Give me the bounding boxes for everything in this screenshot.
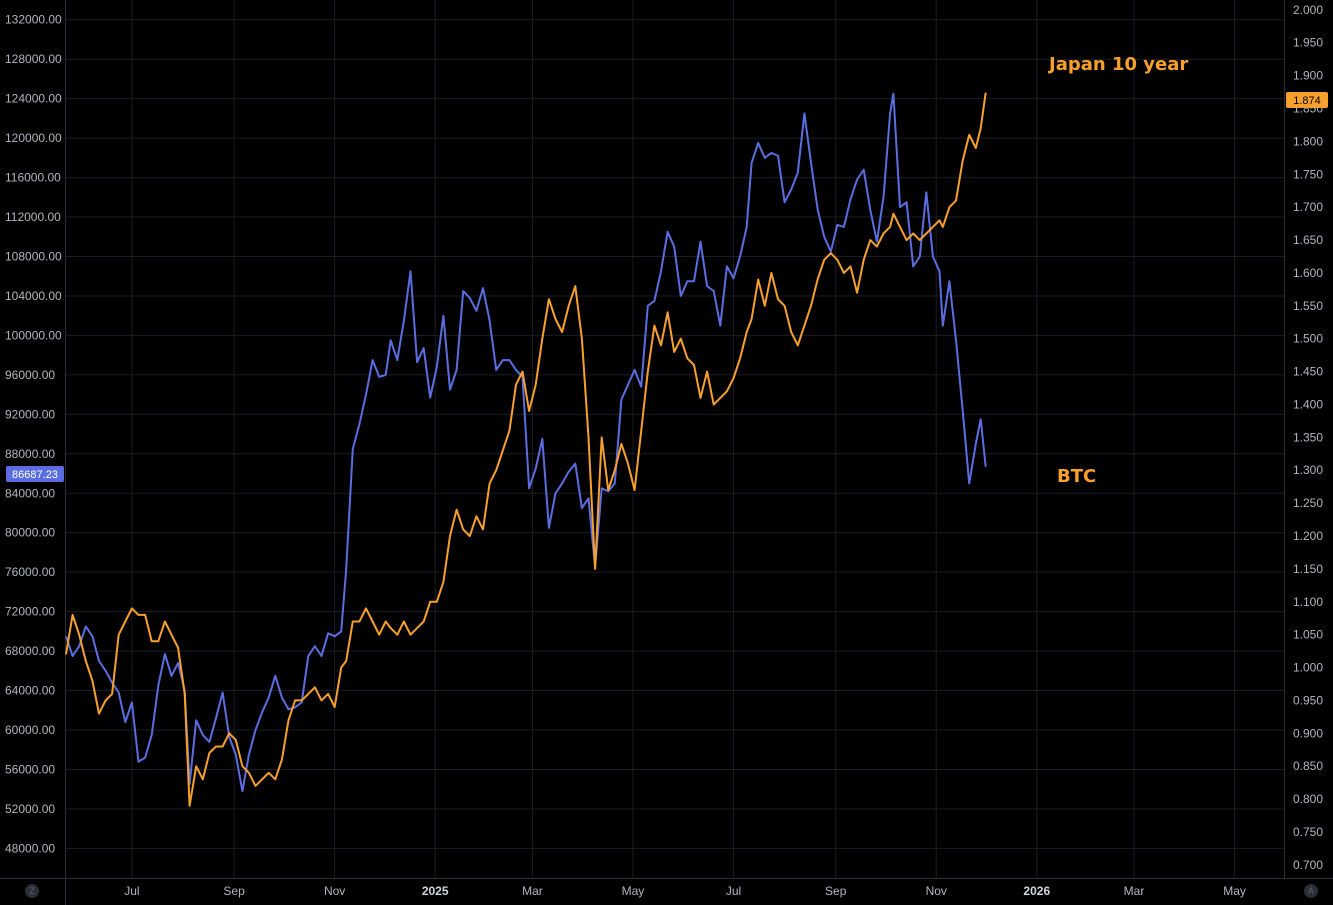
left-tick-label: 108000.00: [5, 249, 62, 263]
right-tick-label: 1.600: [1293, 266, 1323, 280]
right-tick-label: 1.150: [1293, 562, 1323, 576]
jgb-last-value-label: 1.874: [1293, 95, 1321, 107]
scale-mode-button-left[interactable]: Z: [25, 884, 39, 898]
right-tick-label: 1.400: [1293, 397, 1323, 411]
right-tick-label: 1.350: [1293, 430, 1323, 444]
right-tick-label: 2.000: [1293, 3, 1323, 17]
auto-scale-label: A: [1308, 886, 1314, 896]
x-tick-label: Jul: [124, 884, 139, 898]
x-tick-label: May: [1223, 884, 1246, 898]
annotation-btc: BTC: [1057, 466, 1096, 487]
left-tick-label: 96000.00: [5, 368, 55, 382]
x-tick-label: Mar: [522, 884, 543, 898]
auto-scale-button[interactable]: A: [1304, 884, 1318, 898]
right-tick-label: 1.050: [1293, 628, 1323, 642]
right-tick-label: 1.000: [1293, 661, 1323, 675]
x-tick-label: Mar: [1124, 884, 1145, 898]
right-tick-label: 1.200: [1293, 529, 1323, 543]
left-tick-label: 112000.00: [5, 210, 61, 224]
right-tick-label: 1.650: [1293, 233, 1323, 247]
left-tick-label: 100000.00: [5, 328, 62, 342]
right-tick-label: 1.750: [1293, 167, 1323, 181]
left-tick-label: 60000.00: [5, 723, 55, 737]
left-tick-label: 120000.00: [5, 131, 62, 145]
x-tick-label: Nov: [926, 884, 947, 898]
right-tick-label: 1.300: [1293, 463, 1323, 477]
left-tick-label: 72000.00: [5, 605, 55, 619]
right-tick-label: 0.700: [1293, 858, 1323, 872]
series-layer: [65, 92, 987, 807]
btc-last-value-label: 86687.23: [12, 469, 58, 481]
left-tick-label: 76000.00: [5, 565, 55, 579]
left-tick-label: 92000.00: [5, 407, 55, 421]
right-tick-label: 0.850: [1293, 759, 1323, 773]
left-tick-label: 48000.00: [5, 841, 55, 855]
grid: [66, 0, 1284, 878]
right-tick-label: 1.800: [1293, 134, 1323, 148]
left-tick-label: 132000.00: [5, 13, 62, 27]
japan-10-year-series-line[interactable]: [65, 92, 987, 807]
left-tick-label: 68000.00: [5, 644, 55, 658]
jgb-last-value-badge: 1.874: [1286, 92, 1328, 108]
left-axis[interactable]: 132000.00 128000.00 124000.00 120000.00 1160…: [5, 13, 62, 856]
left-tick-label: 128000.00: [5, 52, 62, 66]
right-tick-label: 1.250: [1293, 496, 1323, 510]
right-tick-label: 1.500: [1293, 332, 1323, 346]
right-tick-label: 1.900: [1293, 69, 1323, 83]
left-tick-label: 52000.00: [5, 802, 55, 816]
left-tick-label: 84000.00: [5, 486, 55, 500]
left-tick-label: 80000.00: [5, 526, 55, 540]
right-tick-label: 1.550: [1293, 299, 1323, 313]
right-tick-label: 1.950: [1293, 36, 1323, 50]
annotation-japan-10-year: Japan 10 year: [1047, 54, 1188, 75]
right-tick-label: 0.950: [1293, 693, 1323, 707]
x-tick-label: 2025: [422, 884, 449, 898]
time-axis[interactable]: Jul Sep Nov 2025 Mar May Jul Sep Nov 2026 Mar May: [124, 884, 1246, 898]
left-tick-label: 64000.00: [5, 684, 55, 698]
btc-last-value-badge: 86687.23: [6, 466, 64, 482]
right-tick-label: 1.700: [1293, 200, 1323, 214]
left-tick-label: 104000.00: [5, 289, 62, 303]
left-tick-label: 88000.00: [5, 447, 55, 461]
right-tick-label: 1.100: [1293, 595, 1323, 609]
right-tick-label: 0.750: [1293, 825, 1323, 839]
x-tick-label: Nov: [324, 884, 345, 898]
x-tick-label: Sep: [825, 884, 847, 898]
btc-series-line[interactable]: [65, 92, 987, 793]
scale-mode-left-label: Z: [29, 886, 35, 896]
left-tick-label: 124000.00: [5, 92, 62, 106]
left-tick-label: 56000.00: [5, 762, 55, 776]
x-tick-label: 2026: [1023, 884, 1050, 898]
right-tick-label: 1.450: [1293, 365, 1323, 379]
right-tick-label: 0.900: [1293, 726, 1323, 740]
x-tick-label: Jul: [726, 884, 741, 898]
x-tick-label: Sep: [223, 884, 245, 898]
x-tick-label: May: [622, 884, 645, 898]
right-axis[interactable]: 2.0001.9501.9001.8501.8001.7501.7001.650…: [1293, 3, 1323, 872]
left-tick-label: 116000.00: [5, 171, 61, 185]
right-tick-label: 0.800: [1293, 792, 1323, 806]
